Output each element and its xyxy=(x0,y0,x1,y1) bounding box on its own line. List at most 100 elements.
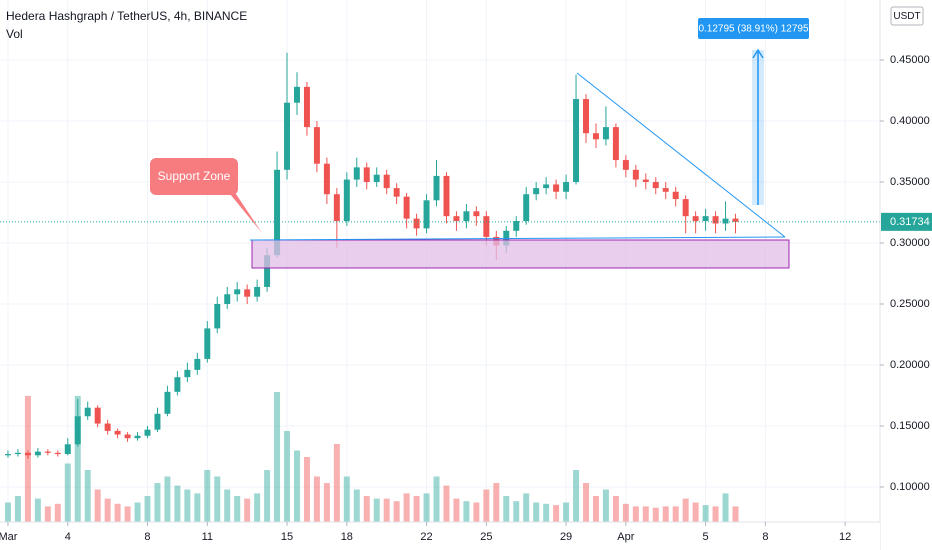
x-tick-label: 5 xyxy=(703,531,709,543)
candle-body xyxy=(702,216,709,222)
candle-body xyxy=(463,211,470,222)
candle-layer xyxy=(0,52,880,459)
volume-bar xyxy=(174,485,181,522)
volume-layer xyxy=(4,392,739,522)
volume-bar xyxy=(602,489,609,522)
candle-body xyxy=(553,184,560,192)
x-tick-label: 25 xyxy=(480,531,492,543)
currency-box[interactable] xyxy=(890,6,924,26)
volume-bar xyxy=(244,498,251,522)
volume-bar xyxy=(94,489,101,522)
candle-body xyxy=(134,435,141,439)
candle-body xyxy=(184,369,191,378)
volume-bar xyxy=(443,485,450,522)
candle-body xyxy=(74,416,81,445)
volume-bar xyxy=(204,470,211,522)
volume-bar xyxy=(164,476,171,522)
candle-body xyxy=(333,194,340,222)
candle-body xyxy=(363,167,370,183)
candle-body xyxy=(234,289,241,295)
volume-bar xyxy=(513,501,520,522)
y-tick-label: 0.20000 xyxy=(890,359,930,371)
candle-body xyxy=(84,407,91,417)
candle-body xyxy=(712,216,719,224)
volume-bar xyxy=(642,506,649,522)
candle-body xyxy=(483,216,490,237)
candle-body xyxy=(583,99,589,134)
measure-label-box xyxy=(698,18,809,39)
volume-bar xyxy=(523,493,530,522)
candle-body xyxy=(194,358,201,370)
volume-bar xyxy=(403,493,410,522)
candle-body xyxy=(682,199,689,217)
volume-bar xyxy=(712,506,719,522)
volume-bar xyxy=(184,489,191,522)
volume-bar xyxy=(234,496,241,522)
volume-bar xyxy=(573,470,580,522)
candle-body xyxy=(622,160,629,170)
volume-bar xyxy=(254,493,261,522)
candle-body xyxy=(563,182,570,192)
volume-bar xyxy=(453,498,460,522)
candle-body xyxy=(244,289,251,297)
volume-bar xyxy=(134,502,141,522)
currency-label: USDT xyxy=(893,11,920,22)
volume-bar xyxy=(124,506,131,522)
x-tick-label: 11 xyxy=(202,531,213,543)
chart-title: Hedera Hashgraph / TetherUS, 4h, BINANCE xyxy=(6,9,247,23)
candle-body xyxy=(433,175,440,201)
candle-body xyxy=(423,200,430,229)
candle-body xyxy=(692,216,699,222)
candle-body xyxy=(274,169,281,256)
volume-bar xyxy=(214,476,221,522)
x-tick-label: 4 xyxy=(65,531,71,543)
candle-body xyxy=(443,175,450,217)
volume-bar xyxy=(662,506,669,522)
candle-body xyxy=(413,218,420,229)
candle-body xyxy=(174,377,181,392)
candle-body xyxy=(254,286,261,297)
candle-body xyxy=(543,184,550,189)
volume-bar xyxy=(313,476,320,522)
volume-bar xyxy=(14,496,21,522)
volume-bar xyxy=(194,493,201,522)
x-tick-label: Apr xyxy=(617,531,634,543)
last-price-label: 0.31734 xyxy=(890,216,930,228)
candle-body xyxy=(24,452,31,456)
volume-bar xyxy=(303,457,310,522)
candle-body xyxy=(373,174,380,183)
volume-bar xyxy=(104,498,111,522)
volume-bar xyxy=(592,496,599,522)
volume-bar xyxy=(533,502,540,522)
time-axis-panel xyxy=(0,522,880,550)
volume-bar xyxy=(264,470,271,522)
volume-bar xyxy=(553,505,560,522)
candle-body xyxy=(343,179,350,222)
volume-bar xyxy=(144,496,151,522)
volume-bar xyxy=(114,503,121,522)
candle-body xyxy=(393,188,400,197)
volume-bar xyxy=(722,493,729,522)
candle-body xyxy=(513,221,520,231)
volume-bar xyxy=(64,463,71,522)
volume-bar xyxy=(632,506,639,522)
volume-bar xyxy=(383,498,390,522)
x-tick-label: 18 xyxy=(341,531,353,543)
candle-body xyxy=(662,188,669,192)
candle-body xyxy=(303,86,310,128)
volume-bar xyxy=(393,501,400,522)
candle-body xyxy=(383,174,390,189)
candle-body xyxy=(592,133,599,140)
volume-bar xyxy=(34,498,41,522)
triangle-base xyxy=(249,236,786,241)
volume-bar xyxy=(54,503,61,522)
volume-bar xyxy=(672,506,679,522)
y-tick-label: 0.35000 xyxy=(890,176,930,188)
y-tick-label: 0.25000 xyxy=(890,298,930,310)
candle-body xyxy=(154,413,161,430)
volume-bar xyxy=(343,476,350,522)
y-tick-label: 0.15000 xyxy=(890,420,930,432)
candle-body xyxy=(104,423,111,431)
candle-body xyxy=(64,444,71,455)
